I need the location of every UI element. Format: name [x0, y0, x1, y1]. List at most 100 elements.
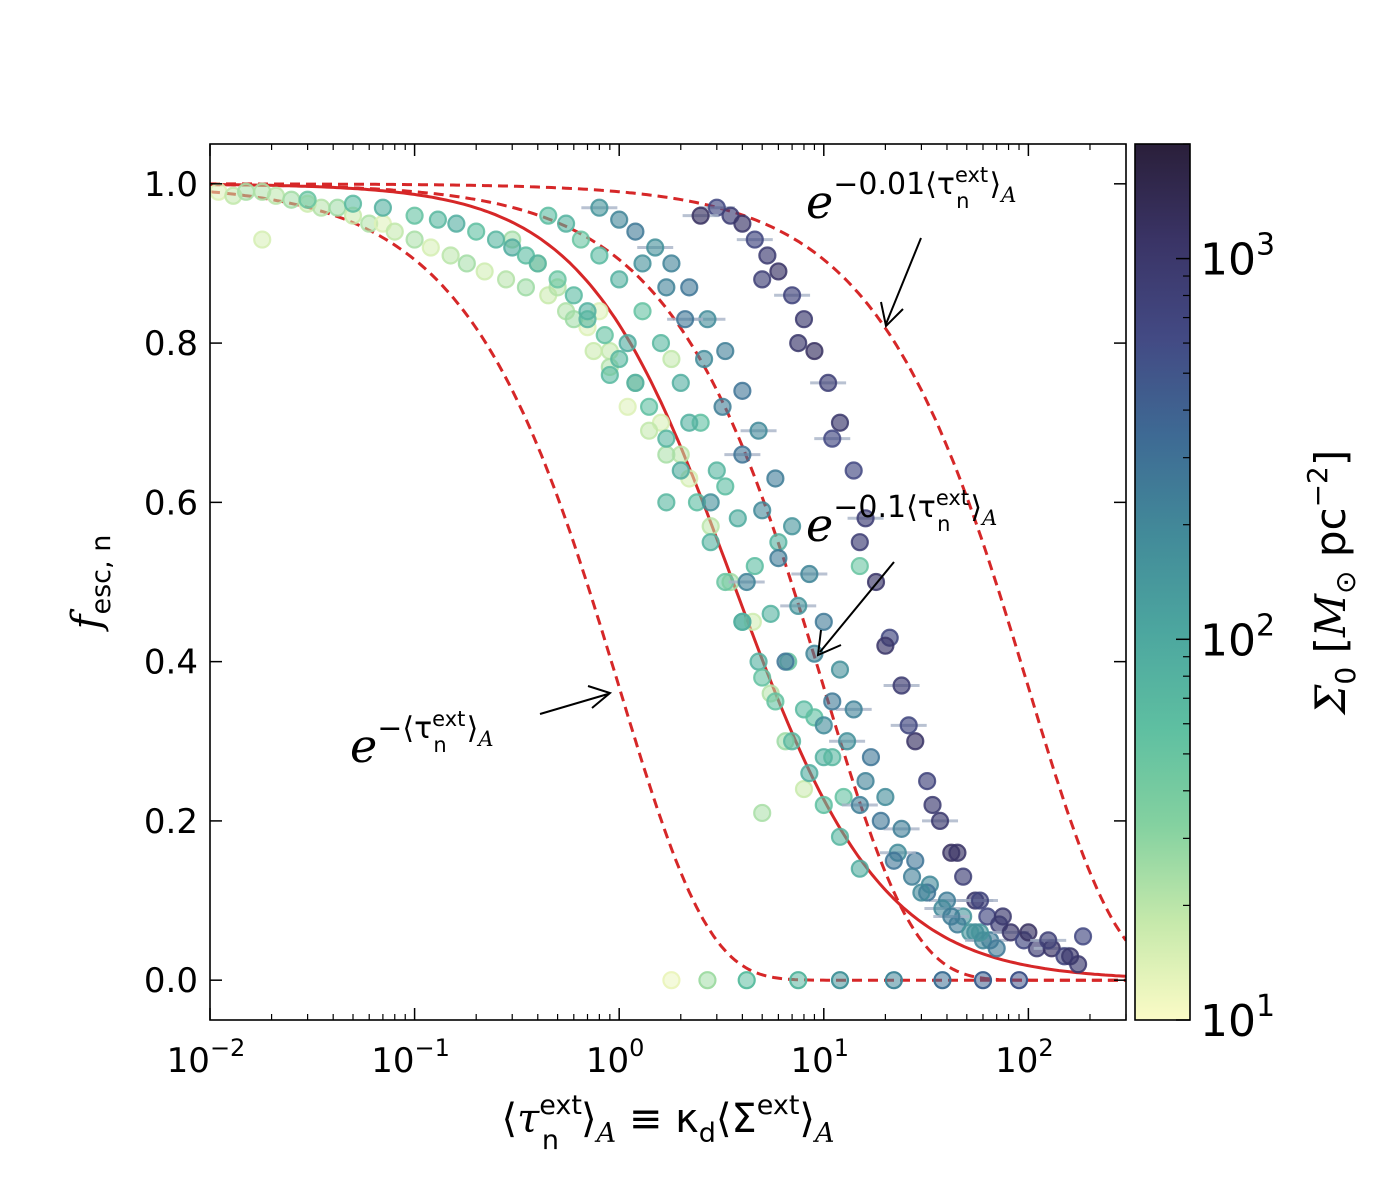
data-point — [794, 779, 814, 799]
data-point — [610, 210, 629, 229]
data-point — [1061, 947, 1080, 966]
data-point — [610, 270, 629, 289]
data-point — [823, 748, 842, 767]
data-point — [662, 971, 681, 990]
data-point — [789, 971, 808, 990]
data-point — [761, 604, 780, 623]
data-point — [899, 716, 918, 735]
data-point — [467, 222, 486, 241]
data-point — [819, 373, 838, 393]
data-point — [680, 413, 699, 432]
data-point — [800, 764, 819, 783]
data-point — [210, 182, 228, 201]
y-axis-label: fesc, n — [64, 535, 117, 633]
data-point — [680, 278, 699, 297]
data-point — [942, 907, 961, 926]
data-point — [737, 572, 756, 592]
data-point — [610, 349, 629, 369]
colorbar-tick-label: 102 — [1200, 608, 1275, 666]
data-point — [805, 341, 824, 361]
data-point — [766, 469, 785, 488]
data-point — [578, 310, 597, 329]
data-point — [970, 891, 990, 910]
data-point — [657, 445, 676, 464]
data-point — [1001, 923, 1020, 942]
data-point — [823, 429, 842, 448]
curve-fit — [210, 183, 1126, 978]
data-point — [973, 971, 993, 990]
data-point — [930, 811, 950, 831]
data-point — [447, 214, 466, 233]
data-point — [856, 509, 875, 528]
data-point — [733, 445, 752, 464]
curve-exp-tau- — [210, 190, 1126, 982]
data-point — [253, 230, 272, 249]
scatter-points — [210, 182, 1093, 990]
x-tick-label: 10−1 — [371, 1034, 450, 1081]
data-point — [884, 851, 903, 870]
y-tick-label: 0.0 — [144, 961, 198, 1001]
data-point — [701, 517, 720, 536]
data-point — [954, 867, 973, 886]
data-point — [850, 795, 869, 815]
data-point — [733, 612, 752, 631]
data-point — [850, 556, 869, 576]
data-point — [626, 373, 645, 393]
data-point — [749, 652, 768, 671]
annotation-tau1: e−⟨τext n ⟩A — [350, 685, 613, 773]
data-point — [503, 238, 522, 257]
data-point — [633, 254, 652, 273]
data-point — [753, 501, 772, 520]
arrow-head — [587, 685, 613, 709]
data-point — [516, 278, 536, 297]
y-tick-label: 0.8 — [144, 324, 198, 364]
data-point — [876, 636, 895, 655]
data-point — [876, 787, 895, 807]
data-point — [1019, 923, 1038, 942]
data-point — [713, 397, 732, 416]
data-point — [782, 732, 802, 751]
data-point — [912, 883, 931, 902]
data-point — [328, 198, 347, 217]
arrow-head — [880, 301, 904, 329]
y-tick-label: 1.0 — [144, 165, 198, 205]
data-point — [657, 429, 676, 448]
data-point — [892, 819, 911, 838]
y-axis-ticks: 0.0 0.2 0.4 0.6 0.8 1.0 — [144, 165, 1126, 1001]
data-point — [918, 771, 937, 791]
annotation-arrow — [885, 237, 922, 325]
data-point — [850, 859, 869, 878]
x-axis-ticks: 10−2 10−1 100 101 102 — [167, 144, 1127, 1081]
data-point — [906, 732, 925, 751]
data-point — [814, 795, 833, 815]
data-point — [457, 254, 476, 273]
data-point — [753, 668, 772, 687]
data-point — [830, 827, 850, 846]
data-point — [728, 509, 747, 528]
data-point — [987, 939, 1006, 958]
data-point — [662, 349, 681, 369]
data-point — [1009, 971, 1029, 990]
data-point — [766, 692, 785, 711]
data-point — [906, 851, 925, 870]
data-point — [639, 421, 659, 440]
annotation-tau01: e−0.1⟨τext n ⟩A — [806, 486, 997, 657]
data-point — [830, 660, 850, 679]
data-point — [564, 286, 583, 305]
data-point — [405, 230, 424, 249]
data-point — [646, 238, 665, 257]
colorbar-tick-label: 103 — [1200, 228, 1275, 286]
data-point — [633, 302, 652, 321]
data-point — [823, 692, 842, 711]
y-tick-label: 0.2 — [144, 802, 198, 842]
data-point — [600, 365, 619, 385]
colorbar-ticks: 101 102 103 — [1176, 143, 1275, 1047]
data-point — [716, 477, 735, 496]
data-point — [753, 803, 772, 823]
data-point — [253, 182, 272, 201]
data-point — [385, 222, 404, 241]
data-point — [618, 397, 637, 416]
data-point — [626, 222, 645, 241]
